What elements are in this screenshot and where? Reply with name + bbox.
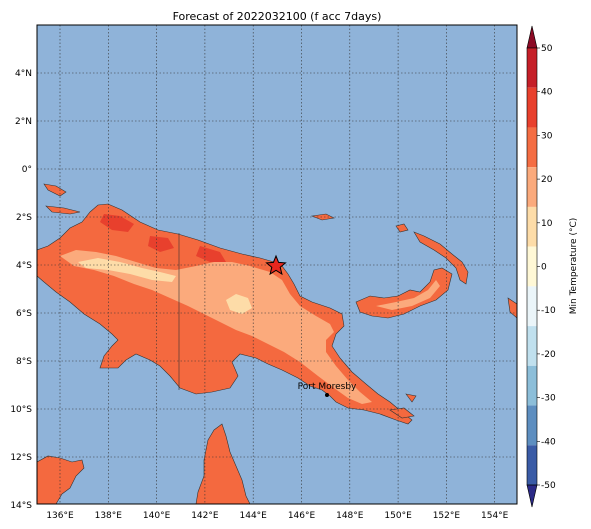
colorbar-ticks: 50 40 30 20 10 0 -10 -20 -30 -40 -50 xyxy=(537,44,556,491)
lat-label: 2°N xyxy=(15,117,32,127)
manus-island xyxy=(395,223,409,233)
coastal-patch-30-40-c xyxy=(196,246,226,262)
lon-label: 144°E xyxy=(240,511,268,521)
lat-label: 0° xyxy=(22,165,32,175)
colorbar-tick-label: 50 xyxy=(541,44,553,54)
west-island-2 xyxy=(45,205,81,215)
lat-label: 4°S xyxy=(16,261,32,271)
latitude-labels: 4°N 2°N 0° 2°S 4°S 6°S 8°S 10°S 12°S 14°S xyxy=(10,69,32,511)
small-island-north xyxy=(310,213,335,221)
lon-label: 142°E xyxy=(191,511,219,521)
west-island-1 xyxy=(43,183,67,197)
colorbar-segment xyxy=(527,445,537,485)
lon-label: 136°E xyxy=(46,511,74,521)
colorbar-extend-bottom xyxy=(526,484,538,508)
map-area: Port Moresby xyxy=(37,25,517,504)
highland-patch-10-20 xyxy=(226,294,252,314)
colorbar-tick-label: 10 xyxy=(541,219,553,229)
colorbar-tick-label: -40 xyxy=(541,437,556,447)
lat-label: 8°S xyxy=(16,357,32,367)
colorbar-segment xyxy=(527,48,537,88)
colorbar-tick-label: -30 xyxy=(541,394,556,404)
lon-label: 146°E xyxy=(288,511,316,521)
lat-label: 2°S xyxy=(16,213,32,223)
star-marker xyxy=(265,254,287,276)
map-frame xyxy=(36,24,518,505)
colorbar-tick-label: 0 xyxy=(541,263,547,273)
lat-label: 14°S xyxy=(10,501,32,511)
port-moresby-label: Port Moresby xyxy=(298,382,357,392)
colorbar-segment xyxy=(527,127,537,168)
colorbar-extend-top xyxy=(526,25,538,49)
port-moresby-dot xyxy=(325,393,329,397)
colorbar-tick-label: -10 xyxy=(541,306,556,316)
colorbar-segment xyxy=(527,87,537,128)
colorbar-tick-label: 30 xyxy=(541,131,553,141)
colorbar-segment xyxy=(527,246,537,287)
lat-label: 10°S xyxy=(10,405,32,415)
colorbar-segment xyxy=(527,206,537,247)
map-title: Forecast of 2022032100 (f acc 7days) xyxy=(173,10,382,23)
southeast-islands-2 xyxy=(405,393,417,403)
colorbar-tick-label: -20 xyxy=(541,350,556,360)
colorbar-label: Min Temperature (°C) xyxy=(569,218,579,315)
colorbar-segment xyxy=(527,167,537,207)
colorbar-segment xyxy=(527,365,537,406)
lon-label: 150°E xyxy=(384,511,412,521)
graticule xyxy=(37,25,517,504)
lat-label: 4°N xyxy=(15,69,32,79)
southeast-islands xyxy=(389,407,415,419)
lon-label: 152°E xyxy=(433,511,461,521)
colorbar-segment xyxy=(527,405,537,446)
lat-label: 6°S xyxy=(16,309,32,319)
colorbar-segment xyxy=(527,326,537,366)
colorbar-segment xyxy=(527,286,537,327)
cape-york-land xyxy=(195,423,251,504)
highland-ridge-10-20 xyxy=(78,258,176,282)
coastal-patch-30-40-b xyxy=(148,236,174,252)
new-britain-band xyxy=(376,280,440,310)
lon-label: 148°E xyxy=(336,511,364,521)
colorbar-tick-label: 40 xyxy=(541,88,553,98)
colorbar xyxy=(526,25,538,508)
lat-label: 12°S xyxy=(10,453,32,463)
bougainville-edge xyxy=(507,297,517,319)
longitude-labels: 136°E 138°E 140°E 142°E 144°E 146°E 148°E 150°E… xyxy=(46,511,508,521)
lon-label: 154°E xyxy=(481,511,509,521)
lon-label: 138°E xyxy=(95,511,123,521)
colorbar-tick-label: -50 xyxy=(541,481,556,491)
lon-label: 140°E xyxy=(143,511,171,521)
new-ireland-land xyxy=(413,231,469,285)
arnhem-land xyxy=(37,455,85,504)
colorbar-tick-label: 20 xyxy=(541,175,553,185)
